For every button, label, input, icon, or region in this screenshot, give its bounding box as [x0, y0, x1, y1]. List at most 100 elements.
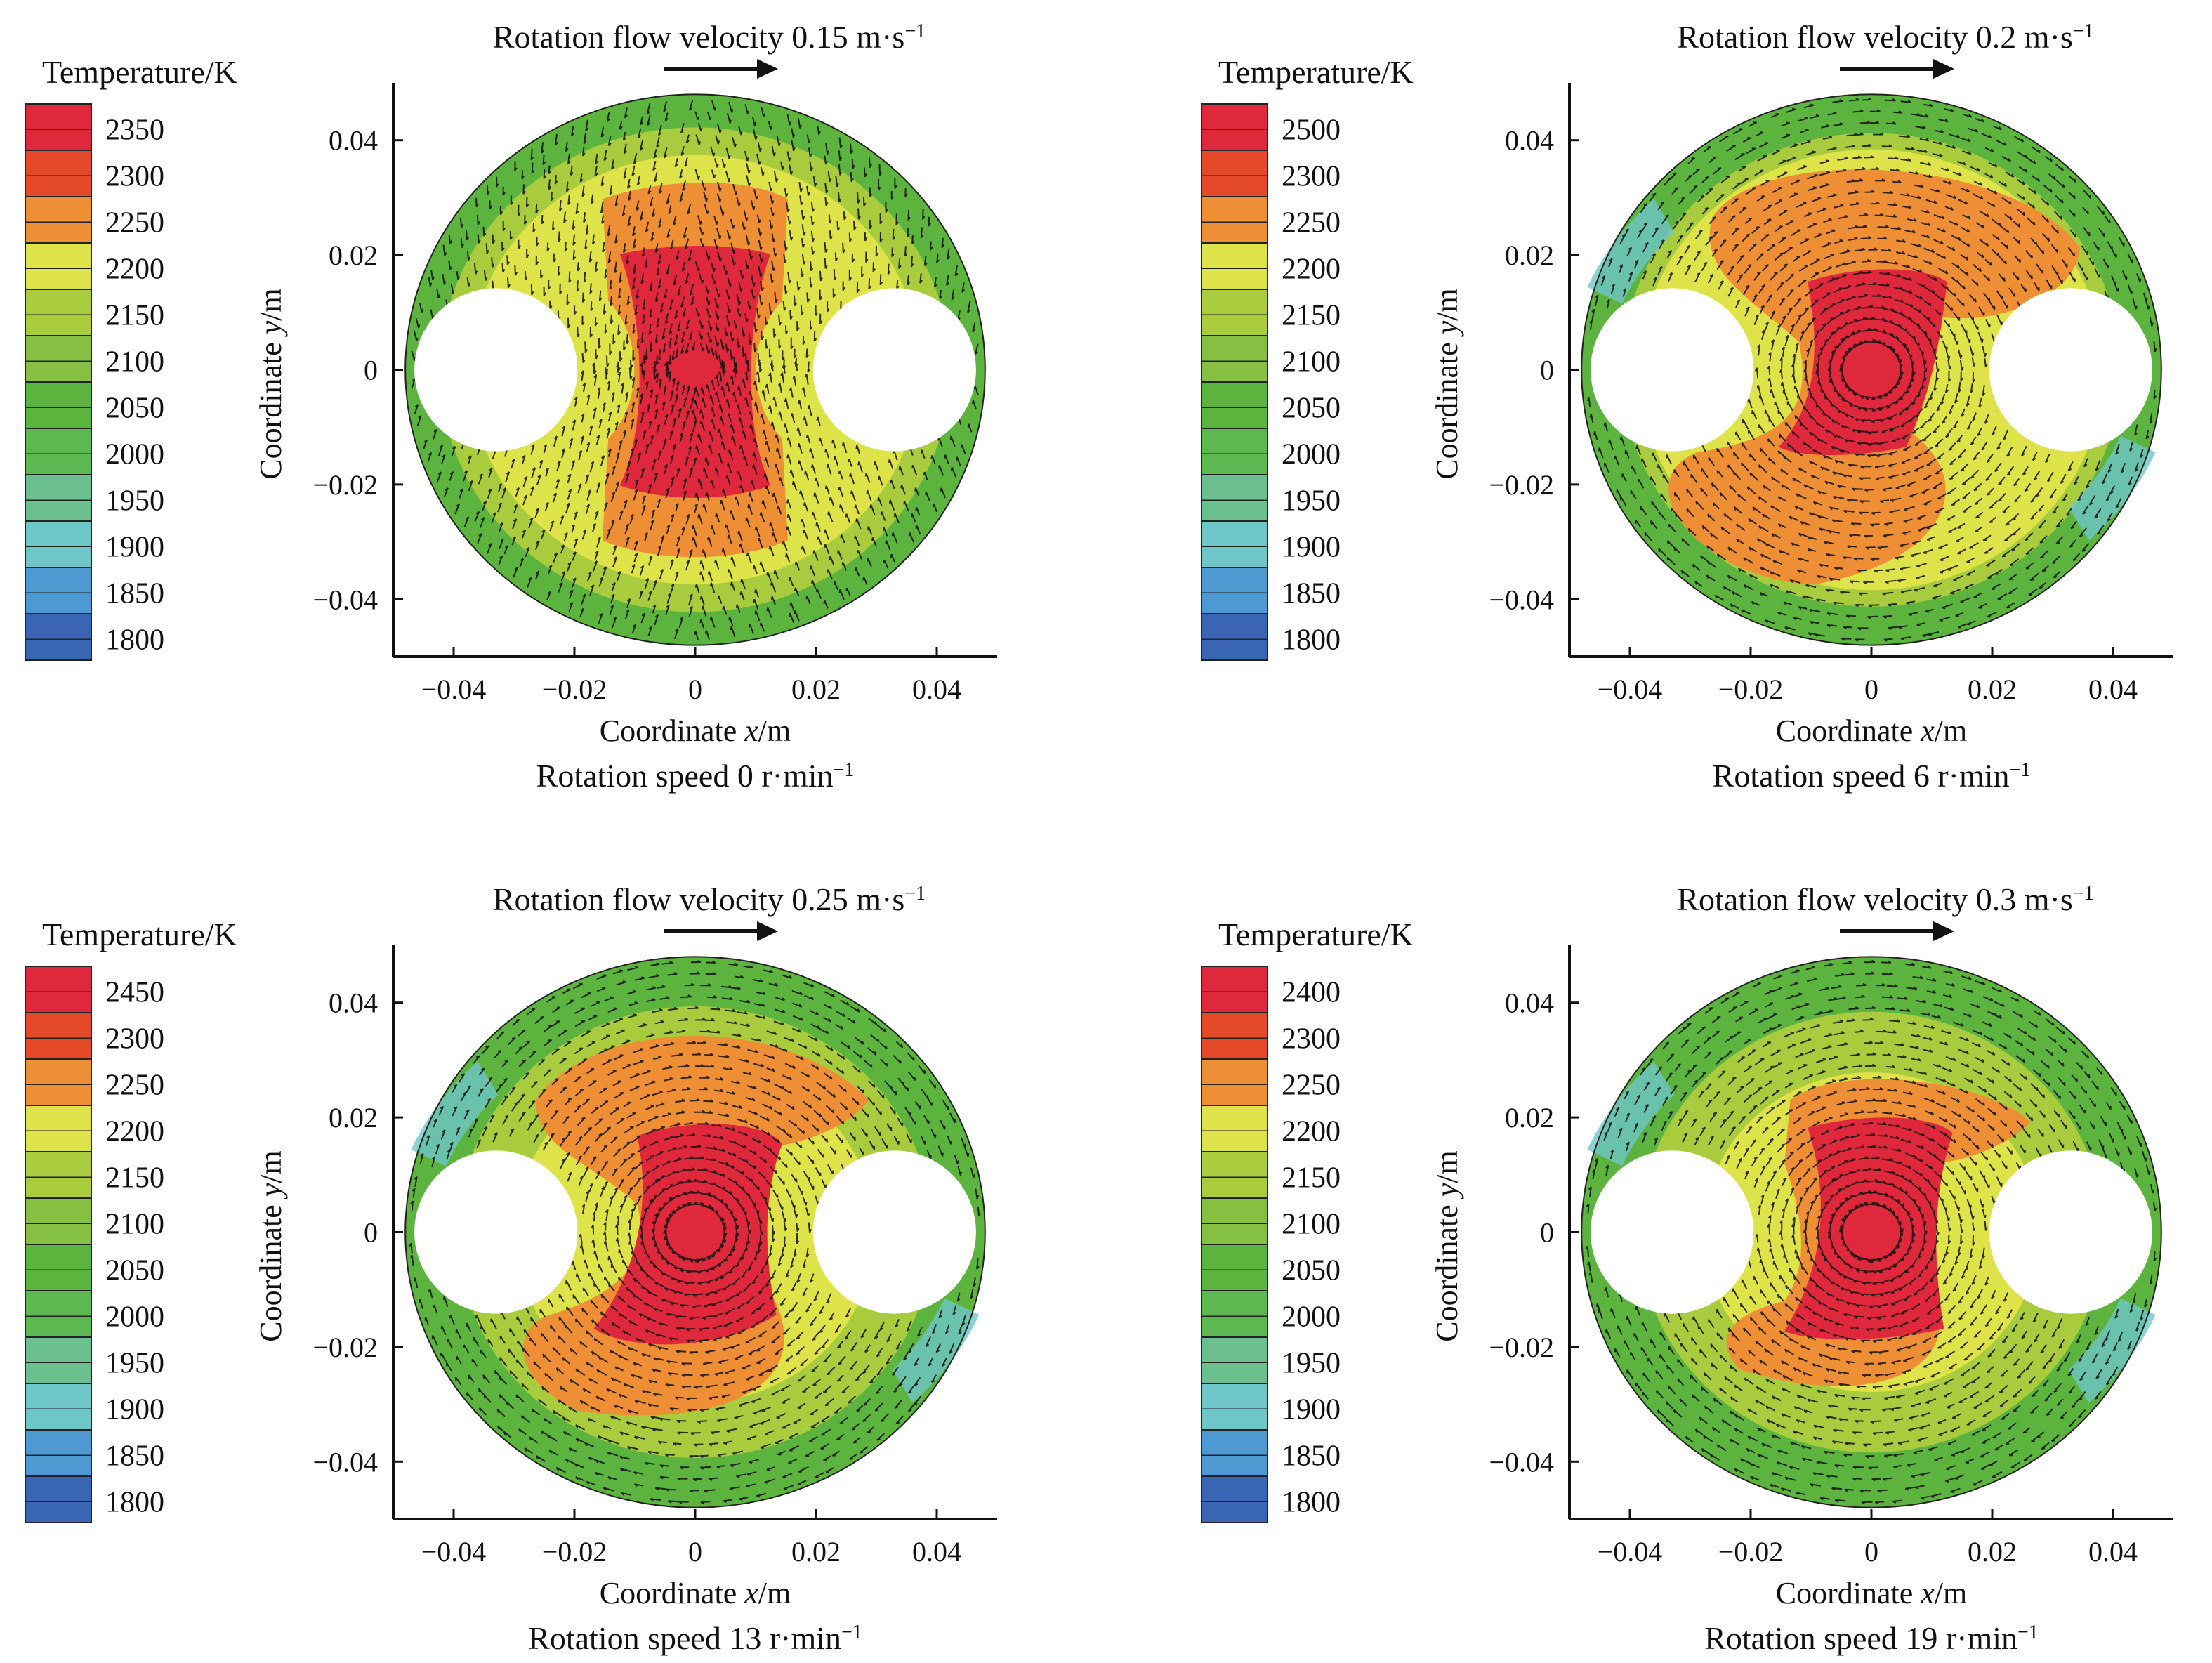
legend-label: 2000: [1282, 438, 1341, 471]
legend-label: 2050: [105, 392, 164, 424]
legend-swatch: [1201, 1475, 1268, 1523]
legend-swatch: [25, 103, 92, 151]
x-tick-label: 0: [1864, 673, 1878, 705]
legend-label: 2150: [1282, 1162, 1341, 1194]
legend-swatch: [1201, 242, 1268, 290]
rotation-speed-caption: Rotation speed 19 r·min−1: [1704, 1620, 2039, 1656]
y-tick-label: 0.02: [329, 239, 378, 271]
legend-label: 2200: [1282, 1115, 1341, 1148]
electrode-hole: [812, 1150, 976, 1314]
panel-title: Rotation flow velocity 0.25 m·s−1: [493, 881, 926, 917]
legend-swatch: [1201, 1151, 1268, 1199]
legend-label: 1950: [1282, 1347, 1341, 1379]
domain-boundary: [1581, 956, 2162, 1508]
legend-swatch: [1201, 150, 1268, 197]
legend-swatch: [25, 1336, 92, 1384]
legend-swatch: [1201, 1012, 1268, 1060]
y-tick-label: 0.04: [329, 987, 378, 1019]
legend-swatch: [1201, 966, 1268, 1013]
y-axis-label: Coordinate y/m: [254, 1150, 288, 1342]
electrode-hole: [1989, 288, 2152, 452]
legend-label: 1900: [105, 1393, 164, 1426]
x-tick-label: −0.04: [421, 673, 487, 705]
x-tick-label: 0.02: [791, 1536, 841, 1567]
legend-label: 1800: [1282, 1486, 1341, 1518]
legend-label: 2050: [105, 1254, 164, 1287]
y-axis-label: Coordinate y/m: [1430, 288, 1464, 480]
x-tick-label: −0.02: [1718, 673, 1784, 705]
legend-swatch: [25, 1383, 92, 1431]
y-tick-label: −0.02: [1489, 1332, 1554, 1363]
x-axis-label: Coordinate x/m: [600, 1576, 791, 1610]
velocity-vectors: [411, 99, 979, 640]
x-tick-label: 0.02: [1968, 673, 2017, 705]
legend-label: 2100: [105, 1208, 164, 1240]
legend-label: 1850: [1282, 1440, 1341, 1472]
legend-swatch: [25, 335, 92, 383]
cool-patch: [2068, 1298, 2156, 1403]
electrode-hole: [812, 288, 976, 452]
legend-swatch: [25, 196, 92, 244]
legend-swatch: [25, 474, 92, 522]
legend-swatch: [1201, 1244, 1268, 1291]
legend-swatch: [1201, 567, 1268, 614]
legend-label: 2250: [1282, 206, 1341, 239]
x-tick-label: 0.04: [2088, 673, 2138, 705]
legend-label: 2100: [1282, 346, 1341, 378]
legend-swatch: [1201, 520, 1268, 568]
legend-label: 1950: [105, 1347, 164, 1379]
legend-label: 2150: [1282, 299, 1341, 331]
legend-label: 2250: [1282, 1069, 1341, 1101]
y-tick-label: 0.04: [329, 125, 378, 157]
cool-patch: [1587, 199, 1675, 304]
electrode-hole: [1591, 1150, 1754, 1314]
x-tick-label: 0.04: [912, 673, 961, 705]
legend-title: Temperature/K: [1218, 916, 1414, 952]
legend: 2450 2300 2250 2200 2150 2100 2050 2000 1950 1900…: [25, 966, 164, 1523]
cool-patch: [411, 1061, 499, 1166]
y-tick-label: 0.04: [1505, 987, 1554, 1019]
x-tick-label: −0.04: [1598, 1536, 1663, 1567]
electrode-hole: [414, 288, 578, 452]
velocity-vectors: [1586, 97, 2157, 642]
legend-label: 2000: [105, 438, 164, 471]
legend-swatch: [1201, 613, 1268, 661]
legend-label: 1800: [105, 1486, 164, 1518]
chart-panel: Temperature/K 2500 2300 2250 2200 2150 2100 205…: [1201, 19, 2173, 794]
legend-label: 1950: [105, 485, 164, 517]
legend-title: Temperature/K: [1218, 54, 1414, 90]
legend-label: 2000: [1282, 1301, 1341, 1333]
y-tick-label: 0.02: [1505, 239, 1554, 271]
legend-swatch: [1201, 335, 1268, 383]
legend-swatch: [1201, 1290, 1268, 1338]
hot-zone-red: [619, 246, 771, 498]
y-tick-label: 0: [364, 355, 378, 386]
legend-swatch: [25, 1058, 92, 1106]
legend-label: 2050: [1282, 392, 1341, 424]
legend-swatch: [1201, 196, 1268, 244]
rotation-speed-caption: Rotation speed 0 r·min−1: [536, 758, 855, 794]
legend-label: 1800: [105, 624, 164, 656]
y-tick-label: −0.02: [1489, 469, 1554, 501]
legend-label: 2300: [105, 160, 164, 192]
legend-swatch: [1201, 1058, 1268, 1106]
legend-label: 2150: [105, 1162, 164, 1194]
chart-panel: Temperature/K 2400 2300 2250 2200 2150 2100 205…: [1201, 881, 2173, 1656]
rotation-speed-caption: Rotation speed 6 r·min−1: [1713, 758, 2031, 794]
vector-arrows: [1586, 97, 2157, 642]
legend-label: 2500: [1282, 114, 1341, 146]
legend-swatch: [1201, 428, 1268, 475]
legend-label: 2250: [105, 206, 164, 239]
cool-patch: [892, 1298, 980, 1403]
legend-swatch: [25, 1197, 92, 1245]
x-tick-label: 0: [688, 1536, 702, 1567]
legend: 2500 2300 2250 2200 2150 2100 2050 2000 1950 1900…: [1201, 103, 1341, 661]
x-tick-label: 0.02: [791, 673, 841, 705]
temperature-field: [405, 957, 985, 1508]
legend-swatch: [1201, 289, 1268, 336]
legend-title: Temperature/K: [42, 54, 237, 90]
y-axis-label: Coordinate y/m: [254, 288, 288, 480]
legend-swatch: [1201, 1105, 1268, 1152]
x-tick-label: −0.02: [542, 673, 607, 705]
y-tick-label: 0.02: [1505, 1102, 1554, 1133]
